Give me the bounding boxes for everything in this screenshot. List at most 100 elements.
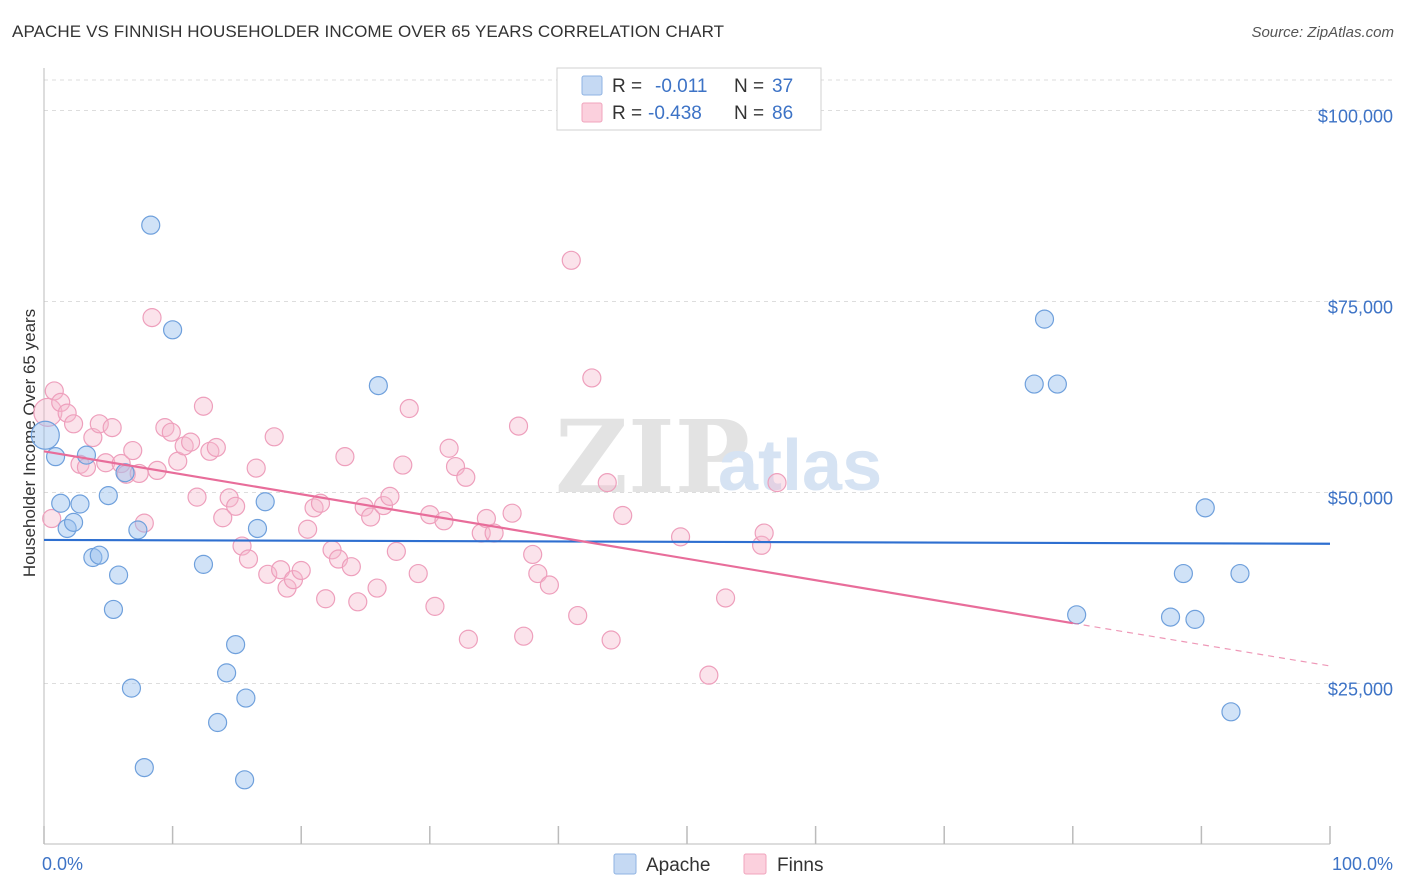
finns-point-47 [348,592,368,612]
apache-point-25 [255,492,275,512]
apache-point-11 [108,565,129,585]
finns-point-71 [528,563,548,584]
legend-apache-swatch [581,75,603,96]
apache-point-24 [247,518,268,539]
apache-point-4 [63,512,84,532]
finns-point-27 [213,508,233,528]
finns-point-54 [393,455,413,475]
apache-point-1 [45,447,66,467]
apache-point-6 [76,445,97,465]
finns-point-75 [582,368,602,388]
finns-point-10 [102,418,122,438]
finns-point-1 [44,381,64,401]
legend-finns-r-value: -0.438 [648,103,702,124]
finns-point-73 [561,250,581,270]
apache-point-23 [236,688,256,708]
finns-point-45 [335,447,355,467]
chart-source: Source: ZipAtlas.com [1251,24,1394,41]
finns-point-56 [408,563,428,584]
finns-point-24 [193,396,214,416]
finns-point-67 [502,503,522,523]
apache-point-13 [121,678,142,698]
legend-finns-swatch [581,102,603,123]
finns-point-23 [187,487,207,507]
finns-point-26 [206,437,226,458]
apache-point-30 [1067,605,1087,625]
finns-point-8 [89,414,109,434]
trend-lines [43,450,1331,667]
apache-point-27 [1024,374,1044,394]
legend-finns-n-label: N = [734,103,764,124]
apache-point-33 [1185,609,1205,629]
finns-point-68 [508,416,529,436]
finns-point-82 [751,535,772,555]
apache-point-10 [103,599,124,620]
apache-trend-line [43,538,1331,545]
finns-point-77 [601,630,621,650]
x-tick-label-end: 100.0% [1332,854,1393,874]
apache-point-17 [163,320,183,340]
apache-point-12 [115,463,135,483]
finns-point-63 [458,629,478,649]
chart-title: APACHE VS FINNISH HOUSEHOLDER INCOME OVE… [12,22,725,41]
finns-point-85 [42,508,62,529]
bottom-legend-apache-label: Apache [646,855,710,876]
y-tick-label-1: $50,000 [1328,489,1393,509]
finns-point-33 [258,564,278,584]
legend-finns-n-value: 86 [772,103,793,124]
legend-apache-n-label: N = [734,76,764,97]
finns-point-78 [613,505,633,526]
finns-point-84 [767,473,787,493]
finns-point-50 [367,578,387,598]
y-tick-label-0: $25,000 [1328,680,1393,700]
finns-point-80 [699,665,719,685]
apache-point-31 [1160,607,1181,627]
finns-point-38 [291,560,311,581]
apache-point-29 [1047,374,1067,394]
watermark-zip: ZIP [555,398,750,516]
apache-point-2 [51,493,71,513]
finns-point-81 [715,588,736,608]
apache-point-18 [193,554,214,574]
apache-point-19 [208,712,228,733]
finns-point-46 [341,557,361,577]
finns-point-39 [298,519,318,539]
apache-point-22 [235,770,255,790]
finns-point-70 [523,544,543,565]
x-ticks [43,826,1331,844]
apache-point-36 [1230,563,1250,584]
legend-finns-r-label: R = [612,103,642,124]
finns-point-42 [316,589,336,609]
finns-point-49 [361,507,381,527]
apache-point-8 [89,545,109,565]
bottom-legend-finns-label: Finns [777,855,823,876]
finns-point-13 [123,440,143,461]
finns-point-79 [670,527,691,547]
apache-point-0 [30,420,60,450]
y-axis-label: Householder Income Over 65 years [20,309,39,577]
finns-point-34 [264,427,284,447]
finns-point-72 [539,575,559,595]
finns-point-31 [238,549,259,569]
legend-apache-r-value: -0.011 [655,76,707,97]
apache-point-16 [141,215,161,235]
apache-point-35 [1221,702,1241,722]
x-tick-label-start: 0.0% [42,854,83,874]
finns-point-32 [246,458,266,478]
apache-point-21 [226,634,246,655]
finns-series [33,250,787,685]
apache-point-9 [98,486,118,506]
legend-apache-n-value: 37 [772,76,793,97]
y-tick-label-2: $75,000 [1328,298,1393,318]
finns-point-83 [754,523,774,543]
apache-point-5 [70,494,90,514]
apache-series [30,215,1250,790]
finns-point-53 [386,541,406,561]
finns-point-55 [399,398,419,419]
bottom-legend-finns-swatch [743,853,767,875]
finns-point-4 [63,414,84,434]
finns-point-62 [456,467,476,487]
y-tick-label-3: $100,000 [1318,107,1393,127]
finns-point-16 [142,308,162,328]
